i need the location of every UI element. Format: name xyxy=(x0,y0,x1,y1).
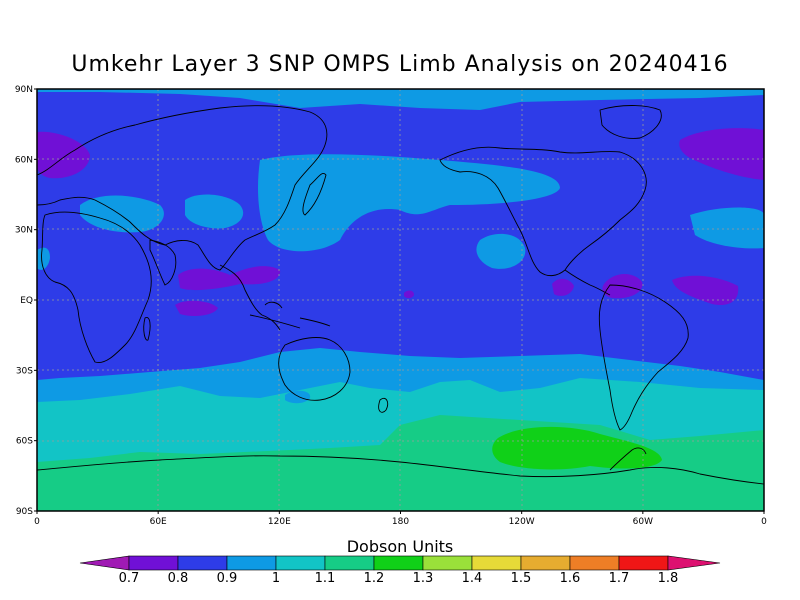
map-title: Umkehr Layer 3 SNP OMPS Limb Analysis on… xyxy=(71,52,729,77)
lat-tick-label: 90S xyxy=(16,507,33,517)
contour-patch-1.2-1.3 xyxy=(492,426,662,470)
longitude-axis: 0 60E 120E 180 120W 60W 0 xyxy=(34,511,767,527)
colorbar-swatch xyxy=(618,555,669,571)
colorbar-swatch xyxy=(128,555,179,571)
coastline-greenland xyxy=(599,105,662,139)
colorbar-swatch xyxy=(324,555,375,571)
colorbar-swatch-high xyxy=(667,555,721,571)
colorbar-swatch xyxy=(569,555,620,571)
lat-tick-label: 60N xyxy=(15,155,33,165)
colorbar-swatch xyxy=(226,555,277,571)
coastline-islands xyxy=(249,301,331,329)
coastline-india xyxy=(149,239,177,286)
colorbar-label: 1.8 xyxy=(657,571,679,586)
latitude-axis: 90N 60N 30N EQ 30S 60S 90S xyxy=(15,85,37,517)
contour-patch-0.9-1.0 xyxy=(37,247,50,270)
contour-patch-0.9-1.0 xyxy=(476,233,526,269)
lon-tick-label: 120W xyxy=(509,517,535,527)
contour-band-0.9-1.0-north xyxy=(37,89,764,110)
graticule xyxy=(37,89,764,511)
contour-patch-0.7-0.8 xyxy=(672,275,739,306)
coastline-south-america xyxy=(598,284,689,431)
coastline-se-asia xyxy=(219,264,281,331)
lat-tick-label: EQ xyxy=(20,296,33,306)
contour-field xyxy=(37,89,764,511)
coastline-australia xyxy=(278,337,351,401)
contour-patch-0.7-0.8 xyxy=(175,300,218,316)
colorbar-swatch xyxy=(422,555,473,571)
coastlines xyxy=(37,105,764,485)
contour-patch-0.7-0.8 xyxy=(37,131,90,179)
colorbar-swatch-low xyxy=(79,555,130,571)
colorbar-label: 1.1 xyxy=(314,571,336,586)
colorbar-label: 1.5 xyxy=(510,571,532,586)
colorbar-swatch xyxy=(177,555,228,571)
coastline-antarctica xyxy=(37,455,764,485)
coastline-japan xyxy=(302,173,327,216)
lat-tick-label: 30N xyxy=(15,226,33,236)
contour-patch-0.7-0.8 xyxy=(679,128,764,180)
colorbar-title: Dobson Units xyxy=(346,537,454,556)
colorbar-label: 1 xyxy=(271,571,281,586)
colorbar-label: 1.2 xyxy=(363,571,385,586)
colorbar-swatch xyxy=(373,555,424,571)
lon-tick-label: 0 xyxy=(34,517,40,527)
colorbar-label: 1.7 xyxy=(608,571,630,586)
contour-patch-0.9-1.0 xyxy=(690,207,764,249)
colorbar-label: 1.6 xyxy=(559,571,581,586)
lon-tick-label: 60W xyxy=(633,517,653,527)
lon-tick-label: 120E xyxy=(268,517,291,527)
contour-patch-0.9-1.0 xyxy=(285,390,311,404)
coastline-central-america xyxy=(564,269,611,296)
colorbar-label: 0.7 xyxy=(118,571,140,586)
lat-tick-label: 30S xyxy=(16,366,33,376)
colorbar-swatch xyxy=(275,555,326,571)
coastline-new-zealand xyxy=(378,397,389,413)
coastline-north-america xyxy=(439,146,647,277)
coastline-africa xyxy=(41,211,152,363)
contour-patch-0.9-1.0 xyxy=(257,154,560,252)
coastline-eurasia xyxy=(37,105,328,271)
lat-tick-label: 90N xyxy=(15,85,33,95)
lon-tick-label: 0 xyxy=(761,517,767,527)
contour-patch-0.9-1.0 xyxy=(80,195,164,233)
colorbar-swatch xyxy=(471,555,522,571)
lat-tick-label: 60S xyxy=(16,437,33,447)
contour-patch-0.7-0.8 xyxy=(552,278,574,296)
contour-patch-0.9-1.0 xyxy=(185,194,244,229)
contour-band-0.8-0.9 xyxy=(37,89,764,380)
colorbar-label: 0.9 xyxy=(216,571,238,586)
colorbar-swatch xyxy=(520,555,571,571)
colorbar-label: 0.8 xyxy=(167,571,189,586)
coastline-antarctic-peninsula xyxy=(609,447,647,471)
lon-tick-label: 60E xyxy=(150,517,167,527)
coastline-madagascar xyxy=(143,317,151,341)
colorbar-label: 1.4 xyxy=(461,571,483,586)
contour-patch-0.7-0.8 xyxy=(178,266,281,291)
lon-tick-label: 180 xyxy=(392,517,409,527)
colorbar xyxy=(79,555,721,571)
colorbar-label: 1.3 xyxy=(412,571,434,586)
contour-patch-0.7-0.8 xyxy=(404,290,414,299)
